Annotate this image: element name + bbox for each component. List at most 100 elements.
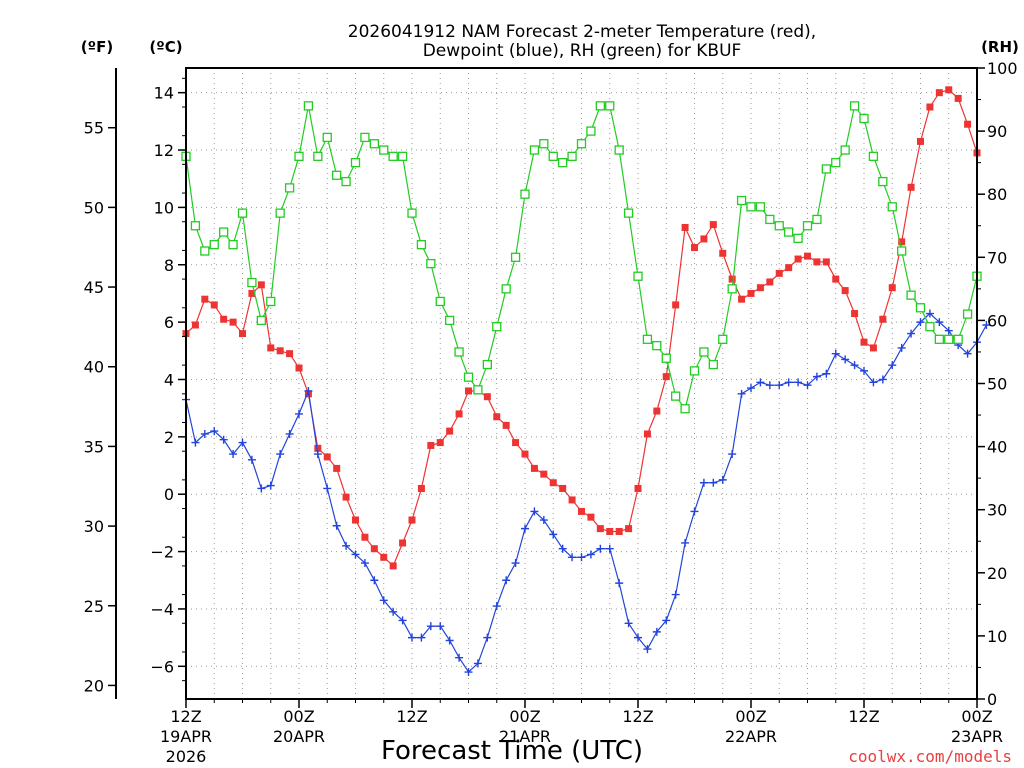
- rh-point: [906, 290, 916, 300]
- dewpoint-point: [624, 619, 633, 628]
- rh-point: [473, 385, 483, 395]
- x-axis-title: Forecast Time (UTC): [381, 736, 643, 766]
- temperature-point: [728, 275, 736, 283]
- dewpoint-point: [963, 349, 972, 358]
- rh-tick-label: 10: [987, 627, 1007, 646]
- temperature-point: [804, 252, 811, 260]
- rh-tick-label: 40: [987, 438, 1007, 457]
- dewpoint-point: [643, 645, 652, 654]
- rh-point: [529, 145, 540, 155]
- rh-point: [652, 340, 662, 351]
- temperature-point: [756, 284, 764, 292]
- dewpoint-point: [784, 378, 793, 387]
- rh-point: [736, 195, 747, 206]
- temperature-point: [239, 330, 246, 338]
- temperature-point: [587, 513, 595, 521]
- temperature-point: [578, 507, 585, 515]
- temperature-point: [342, 493, 350, 501]
- dewpoint-line: [185, 312, 987, 673]
- dewpoint-point: [888, 361, 897, 370]
- temperature-point: [483, 393, 491, 401]
- rh-point: [755, 202, 766, 212]
- rh-point: [878, 176, 888, 187]
- rh-tick-label: 100: [987, 59, 1018, 78]
- dewpoint-point: [605, 544, 614, 553]
- rh-point: [492, 322, 502, 332]
- rh-point: [284, 183, 295, 193]
- rh-point: [962, 309, 973, 319]
- rh-axis: 0 10 20 30 40 50 60 70 80 90 100: [977, 59, 1018, 709]
- time-tick-date: 20APR: [273, 727, 325, 746]
- rh-point: [623, 208, 634, 218]
- time-tick-label: 00Z: [509, 707, 540, 726]
- celsius-tick-label: 14: [154, 84, 174, 103]
- rh-point: [859, 113, 869, 124]
- rh-point: [303, 101, 314, 111]
- temperature-point: [436, 439, 444, 447]
- dewpoint-point: [502, 576, 511, 585]
- dewpoint-point: [445, 636, 454, 645]
- rh-tick-label: 60: [987, 311, 1007, 330]
- credit-link[interactable]: coolwx.com/models: [848, 747, 1012, 766]
- dewpoint-point: [238, 438, 247, 447]
- rh-tick-label: 30: [987, 501, 1007, 520]
- rh-point: [840, 145, 850, 155]
- temperature-point: [625, 525, 633, 533]
- celsius-tick-label: −2: [150, 543, 174, 562]
- celsius-tick-label: 10: [154, 198, 174, 217]
- temperature-point: [380, 553, 388, 561]
- rh-point: [397, 151, 408, 161]
- dewpoint-point: [483, 633, 492, 642]
- temperature-point: [493, 413, 501, 421]
- temperature-point: [841, 287, 849, 295]
- rh-point: [897, 246, 907, 256]
- rh-point: [925, 322, 935, 332]
- dewpoint-point: [878, 375, 887, 384]
- temperature-point: [879, 315, 887, 323]
- temperature-point: [257, 281, 265, 289]
- temperature-point: [691, 244, 698, 252]
- dewpoint-point: [916, 318, 925, 327]
- rh-point: [407, 208, 417, 218]
- rh-point: [388, 151, 398, 161]
- rh-point: [576, 139, 587, 149]
- celsius-tick-label: 0: [164, 485, 174, 504]
- rh-point: [539, 139, 549, 149]
- temperature-point: [559, 484, 567, 492]
- temperature-point: [229, 318, 237, 326]
- temperature-series: [182, 86, 981, 570]
- rh-point: [209, 240, 219, 250]
- dewpoint-point: [313, 450, 322, 459]
- temperature-point: [314, 444, 322, 452]
- temperature-point: [766, 278, 774, 286]
- gridlines: [186, 68, 977, 699]
- rh-point: [793, 233, 803, 244]
- temperature-point: [653, 407, 661, 415]
- temperature-point: [869, 344, 877, 352]
- rh-point: [228, 240, 238, 250]
- rh-point: [802, 221, 813, 231]
- dewpoint-point: [737, 389, 746, 398]
- dewpoint-point: [982, 320, 991, 329]
- dewpoint-point: [586, 550, 595, 559]
- temperature-point: [832, 275, 840, 283]
- time-tick-label: 12Z: [848, 707, 879, 726]
- dewpoint-point: [860, 366, 868, 375]
- fahrenheit-tick-label: 25: [84, 597, 104, 616]
- rh-tick-label: 0: [987, 690, 997, 709]
- temperature-point: [370, 545, 378, 553]
- rh-point: [454, 347, 464, 357]
- rh-point: [256, 315, 266, 326]
- temperature-point: [851, 310, 859, 318]
- rh-point: [708, 359, 718, 370]
- dewpoint-point: [709, 478, 718, 487]
- rh-point: [379, 145, 389, 155]
- rh-point: [605, 101, 615, 111]
- temperature-point: [417, 484, 425, 492]
- celsius-tick-label: 8: [164, 256, 174, 275]
- rh-point: [445, 315, 455, 326]
- rh-point: [718, 334, 728, 344]
- fahrenheit-unit-label: (ºF): [81, 38, 113, 56]
- celsius-tick-label: 2: [164, 428, 174, 447]
- temperature-point: [643, 430, 651, 438]
